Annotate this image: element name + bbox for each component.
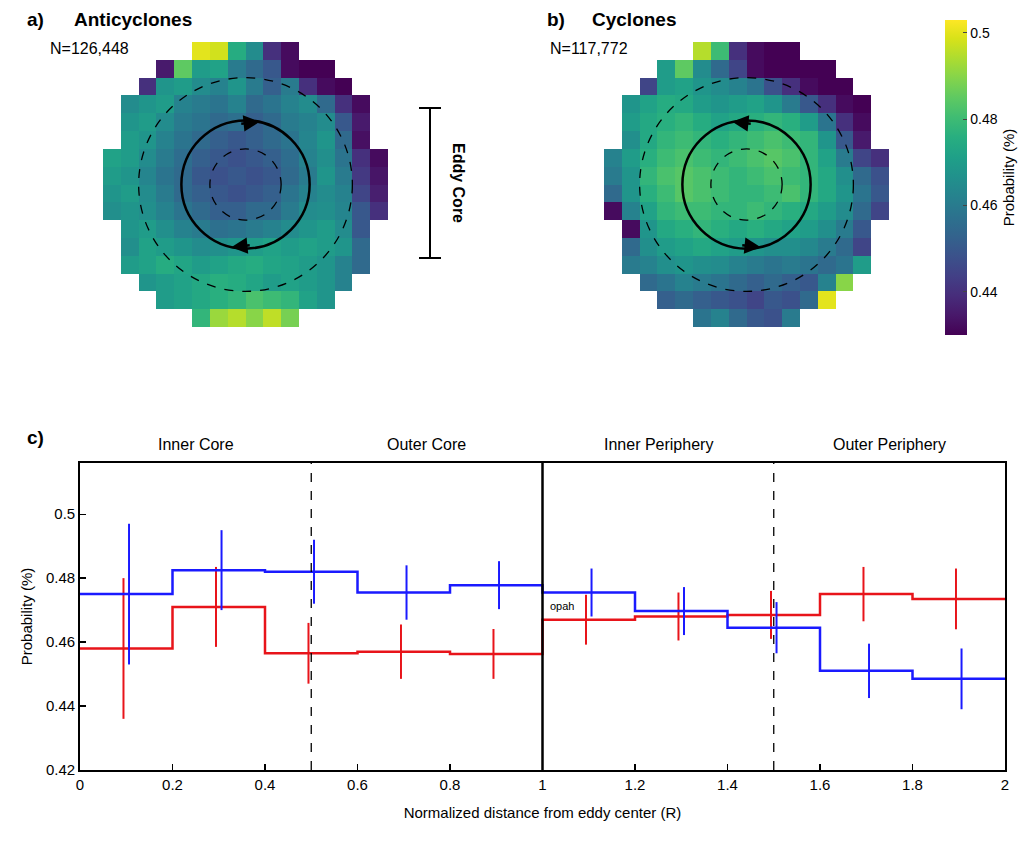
svg-text:Probability (%): Probability (%) [18,568,35,666]
svg-text:0.6: 0.6 [347,776,368,793]
svg-text:0: 0 [76,776,84,793]
svg-text:opah: opah [550,600,574,612]
svg-text:Cyclones: Cyclones [592,9,676,30]
svg-text:Probability (%): Probability (%) [1000,129,1017,227]
svg-text:0.44: 0.44 [46,697,75,714]
svg-text:c): c) [27,427,44,448]
svg-text:0.48: 0.48 [46,569,75,586]
svg-text:Anticyclones: Anticyclones [74,9,192,30]
svg-text:1.4: 1.4 [717,776,738,793]
svg-text:0.48: 0.48 [970,111,997,127]
svg-text:Inner Periphery: Inner Periphery [604,436,713,453]
svg-text:0.5: 0.5 [54,505,75,522]
svg-text:b): b) [547,9,565,30]
svg-text:Outer Core: Outer Core [387,436,466,453]
svg-text:Outer Periphery: Outer Periphery [833,436,946,453]
svg-text:Eddy Core: Eddy Core [450,143,467,223]
svg-text:0.44: 0.44 [970,284,997,300]
svg-text:1.8: 1.8 [902,776,923,793]
svg-text:2: 2 [1001,776,1009,793]
svg-text:0.5: 0.5 [970,25,990,41]
svg-text:0.2: 0.2 [162,776,183,793]
svg-text:1.6: 1.6 [810,776,831,793]
svg-text:1.2: 1.2 [625,776,646,793]
svg-text:N=126,448: N=126,448 [50,40,129,57]
svg-text:0.4: 0.4 [255,776,276,793]
svg-text:Inner Core: Inner Core [158,436,234,453]
svg-text:N=117,772: N=117,772 [550,40,628,57]
svg-text:1: 1 [538,776,546,793]
svg-text:0.46: 0.46 [46,633,75,650]
svg-text:Normalized distance from eddy: Normalized distance from eddy center (R) [404,804,682,821]
svg-text:a): a) [27,9,44,30]
svg-text:0.46: 0.46 [970,197,997,213]
svg-text:0.42: 0.42 [46,761,75,778]
svg-text:0.8: 0.8 [440,776,461,793]
